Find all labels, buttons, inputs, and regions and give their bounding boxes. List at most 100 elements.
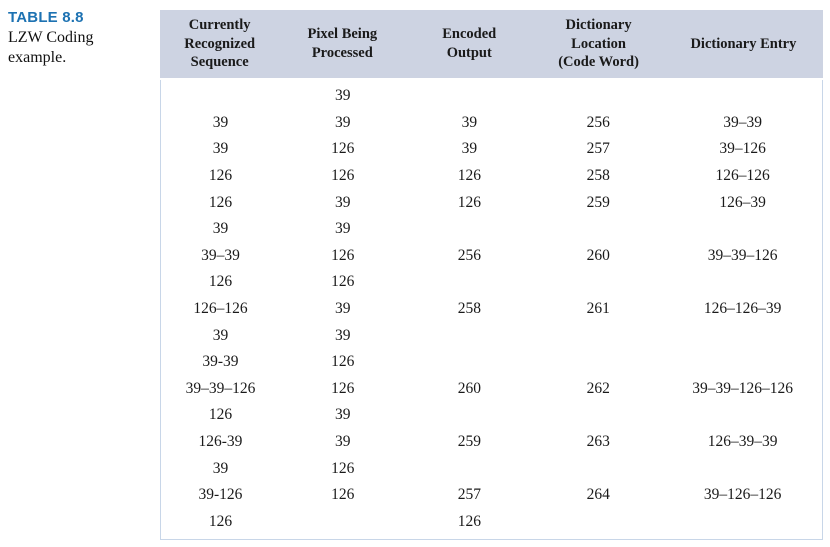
- table-cell: 126: [331, 459, 355, 477]
- table-cell: 126: [208, 193, 233, 211]
- table-row: 39 126: [161, 455, 822, 482]
- table-cell: [533, 83, 663, 110]
- table-row: 126-39 39 259 263 126–39–39: [161, 429, 822, 456]
- table-cell: 39: [335, 220, 351, 238]
- table-cell: [533, 269, 663, 296]
- table-cell: 39–39: [201, 246, 240, 264]
- table-row: 39-126 126 257 264 39–126–126: [161, 482, 822, 509]
- table-cell: 39–126: [719, 140, 766, 158]
- table-cell: 259: [586, 193, 610, 211]
- table-cell: 39: [335, 300, 351, 318]
- table-cell: 126: [331, 379, 355, 397]
- table-cell: 126–126: [193, 300, 248, 318]
- table-cell: 39: [335, 87, 351, 105]
- table-cell: [663, 455, 822, 482]
- table-cell: 257: [457, 486, 481, 504]
- table-row: 39–39–126 126 260 262 39–39–126–126: [161, 376, 822, 403]
- table-cell: 126: [457, 167, 481, 185]
- table-cell: 126: [208, 512, 233, 530]
- table-cell: 126: [208, 167, 233, 185]
- table-cell: 262: [586, 379, 610, 397]
- table-cell: 39–39–126: [185, 379, 256, 397]
- table-cell: [533, 509, 663, 536]
- table-cell: 126-39: [198, 433, 243, 451]
- table-row: 126 126: [161, 509, 822, 536]
- table-cell: 260: [457, 379, 481, 397]
- header-currently-recognized-sequence: Currently Recognized Sequence: [184, 16, 256, 71]
- table-cell: 126: [208, 273, 233, 291]
- table-cell: [406, 349, 534, 376]
- table-cell: 39: [335, 406, 351, 424]
- table-cell: 39: [461, 140, 478, 158]
- table-cell: [280, 509, 406, 536]
- header-dictionary-location: Dictionary Location (Code Word): [558, 16, 639, 71]
- table-cell: 39: [212, 459, 229, 477]
- table-row: 39: [161, 83, 822, 110]
- table-cell: [161, 83, 280, 110]
- table-cell: [663, 322, 822, 349]
- table-cell: [406, 269, 534, 296]
- table-cell: [406, 402, 534, 429]
- table-row: 126 39: [161, 402, 822, 429]
- table-cell: 257: [586, 140, 610, 158]
- table-cell: 126–39–39: [707, 433, 778, 451]
- table-cell: 39: [212, 113, 229, 131]
- table-cell: 39-39: [202, 353, 239, 371]
- table-row: 39 126 39 257 39–126: [161, 136, 822, 163]
- table-cell: 259: [457, 433, 481, 451]
- table-cell: 258: [457, 300, 481, 318]
- lzw-table: Currently Recognized Sequence Pixel Bein…: [160, 10, 823, 541]
- table-cell: [533, 402, 663, 429]
- table-caption: TABLE 8.8 LZW Coding example.: [8, 9, 138, 67]
- table-cell: 263: [586, 433, 610, 451]
- table-cell: 126: [331, 273, 355, 291]
- table-cell: 39: [335, 326, 351, 344]
- table-cell: 126: [208, 406, 233, 424]
- table-caption-text: LZW Coding example.: [8, 29, 94, 66]
- table-cell: 126: [457, 193, 481, 211]
- table-cell: 126: [331, 140, 355, 158]
- table-row: 39-39 126: [161, 349, 822, 376]
- table-cell: 264: [586, 486, 610, 504]
- table-cell: 39: [212, 220, 229, 238]
- table-cell: [406, 455, 534, 482]
- table-cell: 39-126: [198, 486, 243, 504]
- table-cell: 39–39: [723, 113, 762, 131]
- table-cell: 126–126–39: [703, 300, 782, 318]
- table-row: 126 39 126 259 126–39: [161, 189, 822, 216]
- table-cell: 261: [586, 300, 610, 318]
- table-cell: 126: [331, 486, 355, 504]
- table-cell: 256: [457, 246, 481, 264]
- table-body: 39 39 39 39 256 39–39 39 126 39 257 39–1…: [160, 80, 823, 541]
- header-encoded-output: Encoded Output: [442, 26, 497, 61]
- table-cell: 39: [212, 140, 229, 158]
- table-header-row: Currently Recognized Sequence Pixel Bein…: [160, 10, 823, 78]
- table-cell: 260: [586, 246, 610, 264]
- table-row: 126–126 39 258 261 126–126–39: [161, 296, 822, 323]
- table-cell: [663, 349, 822, 376]
- table-cell: [533, 349, 663, 376]
- table-cell: 126: [331, 167, 355, 185]
- table-cell: [533, 216, 663, 243]
- table-row: 126 126 126 258 126–126: [161, 163, 822, 190]
- table-cell: [533, 322, 663, 349]
- table-cell: [663, 402, 822, 429]
- header-pixel-being-processed: Pixel Being Processed: [307, 26, 378, 61]
- table-cell: 39–126–126: [703, 486, 782, 504]
- table-cell: 256: [586, 113, 610, 131]
- table-cell: [663, 83, 822, 110]
- table-row: 39 39: [161, 322, 822, 349]
- table-cell: 126: [331, 246, 355, 264]
- table-cell: 39: [335, 113, 351, 131]
- table-cell: 39: [335, 193, 351, 211]
- table-cell: [663, 509, 822, 536]
- table-cell: 126–126: [715, 167, 770, 185]
- table-cell: 126: [457, 512, 481, 530]
- table-cell: 39–39–126: [707, 246, 778, 264]
- header-dictionary-entry: Dictionary Entry: [690, 35, 797, 52]
- table-row: 39–39 126 256 260 39–39–126: [161, 243, 822, 270]
- table-cell: 258: [586, 167, 610, 185]
- table-row: 126 126: [161, 269, 822, 296]
- table-cell: [406, 216, 534, 243]
